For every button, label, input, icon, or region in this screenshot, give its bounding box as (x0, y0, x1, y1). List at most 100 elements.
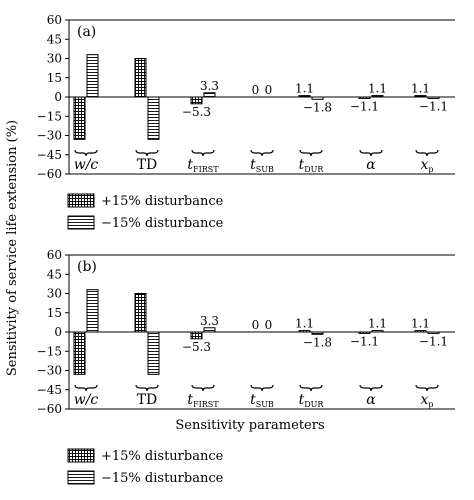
bar (73, 331, 86, 375)
data-label: 0 (252, 318, 260, 332)
bar (203, 92, 216, 98)
data-label: −5.3 (182, 340, 211, 354)
data-label: −1.1 (350, 334, 379, 348)
legend-label: +15% disturbance (101, 194, 224, 209)
y-tick-label: −60 (37, 402, 62, 416)
data-label: −1.1 (419, 334, 448, 348)
data-label: 1.1 (295, 82, 314, 96)
panel-b: 60 45 30 15 0 −15 −30 −45 −60 (b) −5.3 0 1.1 −1.1 1.1 3… (37, 248, 455, 486)
data-label: −1.8 (303, 335, 332, 349)
category-label: tSUB (250, 157, 274, 174)
bar (298, 95, 311, 98)
category-brace (299, 149, 323, 157)
data-label: −1.8 (303, 100, 332, 114)
bar (427, 96, 440, 99)
y-tick-label: −45 (37, 148, 62, 162)
bar (86, 289, 99, 333)
bar (298, 330, 311, 333)
category-label: TD (137, 157, 158, 173)
legend-swatch (67, 448, 95, 463)
category-label: tDUR (299, 392, 325, 409)
y-tick-label: 15 (47, 306, 62, 320)
category-brace (359, 384, 383, 392)
category-brace (415, 149, 439, 157)
category-brace (135, 149, 159, 157)
bar (414, 330, 427, 333)
category-brace (250, 384, 274, 392)
data-label: 3.3 (200, 314, 219, 328)
legend-swatch (67, 215, 95, 230)
panel-tag: (a) (77, 24, 96, 40)
category-brace (74, 149, 98, 157)
legend-swatch (67, 470, 95, 485)
y-tick-label: 0 (54, 325, 62, 339)
bar (371, 330, 384, 333)
bar (190, 331, 203, 340)
y-tick-label: −15 (37, 344, 62, 358)
y-tick-label: 30 (47, 52, 62, 66)
bar (86, 54, 99, 98)
bar (311, 96, 324, 100)
category-brace (191, 149, 215, 157)
data-label: −5.3 (182, 105, 211, 119)
category-label: TD (137, 392, 158, 408)
bar (147, 331, 160, 375)
category-brace (415, 384, 439, 392)
bar (427, 331, 440, 334)
y-tick-label: −30 (37, 364, 62, 378)
data-label: 3.3 (200, 79, 219, 93)
category-label: w/c (74, 392, 99, 408)
data-label: 1.1 (411, 317, 430, 331)
data-label: 1.1 (368, 317, 387, 331)
data-label: 0 (252, 83, 260, 97)
legend-swatch (67, 193, 95, 208)
bar (414, 95, 427, 98)
x-axis-title: Sensitivity parameters (175, 418, 324, 433)
y-tick-label: −45 (37, 383, 62, 397)
bar (134, 58, 147, 98)
data-label: 0 (265, 83, 273, 97)
panel-tag: (b) (77, 259, 97, 275)
category-label: α (366, 392, 376, 408)
bar (311, 331, 324, 335)
y-tick-label: 30 (47, 287, 62, 301)
bar (358, 96, 371, 99)
y-tick-label: 60 (47, 13, 62, 27)
category-brace (74, 384, 98, 392)
data-label: 1.1 (368, 82, 387, 96)
y-tick-label: 15 (47, 71, 62, 85)
category-label: w/c (74, 157, 99, 173)
panel-a: 60 45 30 15 0 −15 −30 −45 −60 (a) −5.3 0 1.1 −1.1 1.1 3… (37, 13, 455, 231)
y-axis-title: Sensitivity of service life extension (%… (5, 120, 20, 376)
legend-label: −15% disturbance (101, 216, 224, 231)
category-label: tDUR (299, 157, 325, 174)
y-tick-label: −60 (37, 167, 62, 181)
data-label: 1.1 (295, 317, 314, 331)
legend-label: −15% disturbance (101, 471, 224, 486)
bar (134, 293, 147, 333)
data-label: 0 (265, 318, 273, 332)
category-brace (250, 149, 274, 157)
y-tick-label: 0 (54, 90, 62, 104)
bar (203, 327, 216, 333)
category-label: α (366, 157, 376, 173)
data-label: −1.1 (350, 99, 379, 113)
y-tick-label: 45 (47, 267, 62, 281)
bar (371, 95, 384, 98)
bar (358, 331, 371, 334)
data-label: 1.1 (411, 82, 430, 96)
bar (73, 96, 86, 140)
category-label: tFIRST (187, 392, 219, 409)
data-label: −1.1 (419, 99, 448, 113)
category-brace (191, 384, 215, 392)
bar (147, 96, 160, 140)
category-label: tSUB (250, 392, 274, 409)
category-brace (299, 384, 323, 392)
legend-label: +15% disturbance (101, 449, 224, 464)
category-label: xp (420, 392, 433, 409)
y-tick-label: 45 (47, 32, 62, 46)
category-brace (135, 384, 159, 392)
bar (190, 96, 203, 105)
category-label: tFIRST (187, 157, 219, 174)
